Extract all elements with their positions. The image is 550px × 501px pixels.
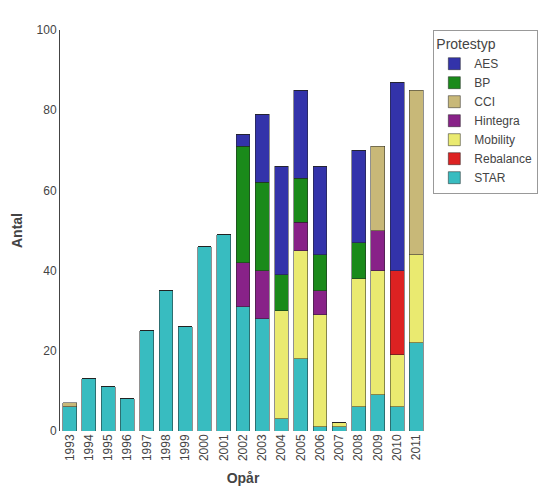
- svg-text:2001: 2001: [217, 434, 231, 461]
- svg-text:2003: 2003: [255, 434, 269, 461]
- svg-text:Protestyp: Protestyp: [436, 36, 495, 52]
- svg-text:1998: 1998: [159, 434, 173, 461]
- svg-text:2010: 2010: [390, 434, 404, 461]
- svg-text:2008: 2008: [351, 434, 365, 461]
- svg-text:80: 80: [43, 103, 57, 117]
- svg-text:Mobility: Mobility: [474, 133, 515, 147]
- svg-text:60: 60: [43, 184, 57, 198]
- svg-text:1996: 1996: [120, 434, 134, 461]
- svg-text:2011: 2011: [409, 434, 423, 460]
- svg-text:1999: 1999: [178, 434, 192, 461]
- svg-text:Hintegra: Hintegra: [474, 114, 520, 128]
- svg-text:Opår: Opår: [227, 470, 260, 486]
- svg-text:AES: AES: [474, 57, 498, 71]
- svg-text:20: 20: [43, 344, 57, 358]
- svg-text:Antal: Antal: [9, 213, 25, 248]
- svg-text:1993: 1993: [63, 434, 77, 461]
- svg-text:0: 0: [50, 424, 57, 438]
- svg-text:2007: 2007: [332, 434, 346, 461]
- svg-text:2002: 2002: [236, 434, 250, 461]
- svg-text:1997: 1997: [140, 434, 154, 461]
- svg-text:2005: 2005: [294, 434, 308, 461]
- svg-text:1994: 1994: [82, 434, 96, 461]
- svg-text:Rebalance: Rebalance: [474, 152, 532, 166]
- svg-text:BP: BP: [474, 76, 490, 90]
- svg-text:2006: 2006: [313, 434, 327, 461]
- svg-text:CCI: CCI: [474, 95, 495, 109]
- svg-text:100: 100: [37, 23, 57, 37]
- svg-text:1995: 1995: [101, 434, 115, 461]
- svg-text:STAR: STAR: [474, 171, 505, 185]
- svg-text:40: 40: [43, 264, 57, 278]
- svg-text:2009: 2009: [371, 434, 385, 461]
- svg-text:2004: 2004: [274, 434, 288, 461]
- svg-text:2000: 2000: [197, 434, 211, 461]
